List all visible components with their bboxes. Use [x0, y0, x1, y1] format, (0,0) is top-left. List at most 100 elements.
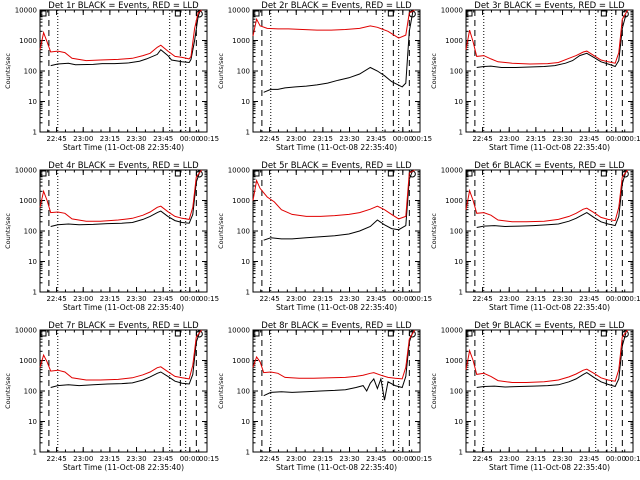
x-tick-label: 00:15 [625, 135, 640, 143]
y-tick-label: 1000 [19, 197, 37, 205]
y-tick-label: 10 [454, 98, 463, 106]
y-tick-label: 1000 [445, 37, 463, 45]
chart-title: Det 7r BLACK = Events, RED = LLD [48, 321, 199, 331]
chart-title: Det 5r BLACK = Events, RED = LLD [261, 161, 412, 171]
events-series-line [476, 332, 627, 388]
x-tick-label: 00:00 [180, 295, 200, 303]
circle-marker [195, 10, 203, 18]
circle-marker [195, 170, 203, 178]
x-axis-label: Start Time (11-Oct-08 22:35:40) [276, 303, 397, 312]
chart-panel-1: Det 1r BLACK = Events, RED = LLD 1 10 100 10… [4, 1, 219, 152]
square-marker [253, 330, 260, 337]
y-tick-label: 1 [459, 449, 463, 457]
x-tick-label: 23:30 [552, 295, 572, 303]
x-tick-label: 23:15 [526, 455, 546, 463]
y-tick-label: 10000 [228, 167, 250, 175]
y-axis-label: Counts/sec [4, 213, 12, 249]
y-tick-label: 100 [237, 68, 250, 76]
lld-series-line [39, 329, 203, 381]
plot-frame [465, 169, 634, 293]
square-marker [40, 170, 47, 177]
x-tick-label: 23:00 [286, 295, 306, 303]
chart-title: Det 4r BLACK = Events, RED = LLD [48, 161, 199, 171]
y-tick-label: 100 [450, 68, 463, 76]
y-tick-label: 1000 [19, 357, 37, 365]
plot-frame [252, 169, 421, 293]
x-tick-label: 23:30 [339, 135, 359, 143]
x-tick-label: 23:00 [499, 135, 519, 143]
y-tick-label: 10000 [441, 7, 463, 15]
x-tick-label: 23:15 [526, 295, 546, 303]
square-marker [174, 330, 181, 337]
y-tick-label: 1000 [232, 197, 250, 205]
chart-title: Det 2r BLACK = Events, RED = LLD [261, 1, 412, 11]
y-tick-label: 1000 [232, 37, 250, 45]
x-tick-label: 23:30 [126, 295, 146, 303]
y-tick-label: 1 [246, 449, 250, 457]
x-axis-label: Start Time (11-Oct-08 22:35:40) [276, 463, 397, 472]
x-tick-label: 23:45 [153, 135, 173, 143]
square-marker [600, 170, 607, 177]
y-tick-label: 10 [28, 258, 37, 266]
square-marker [387, 10, 394, 17]
plot-frame [252, 9, 421, 133]
x-tick-label: 23:45 [153, 295, 173, 303]
lld-series-line [39, 169, 203, 222]
x-tick-label: 22:45 [46, 295, 66, 303]
x-tick-label: 22:45 [46, 455, 66, 463]
y-tick-label: 1 [246, 289, 250, 297]
x-tick-label: 00:15 [625, 295, 640, 303]
events-series-line [476, 171, 627, 228]
x-tick-label: 22:45 [259, 455, 279, 463]
lld-series-line [465, 9, 629, 65]
y-tick-label: 1 [33, 289, 37, 297]
y-tick-label: 100 [24, 68, 37, 76]
square-marker [253, 10, 260, 17]
events-series-line [50, 171, 201, 227]
x-tick-label: 23:00 [286, 135, 306, 143]
plot-frame [39, 169, 208, 293]
x-tick-label: 23:45 [153, 455, 173, 463]
circle-marker [621, 170, 629, 178]
x-tick-label: 00:15 [625, 455, 640, 463]
x-tick-label: 00:00 [606, 135, 626, 143]
x-tick-label: 00:00 [393, 295, 413, 303]
x-tick-label: 23:15 [100, 135, 120, 143]
square-marker [40, 330, 47, 337]
y-tick-label: 10000 [441, 327, 463, 335]
square-marker [174, 10, 181, 17]
chart-title: Det 6r BLACK = Events, RED = LLD [474, 161, 625, 171]
events-series-line [263, 169, 414, 241]
x-tick-label: 22:45 [472, 455, 492, 463]
y-axis-label: Counts/sec [4, 53, 12, 89]
y-tick-label: 10000 [228, 7, 250, 15]
square-marker [387, 330, 394, 337]
y-tick-label: 10 [241, 98, 250, 106]
x-tick-label: 23:30 [126, 135, 146, 143]
x-tick-label: 00:15 [412, 295, 432, 303]
events-series-line [50, 331, 201, 388]
x-tick-label: 23:15 [100, 455, 120, 463]
x-axis-label: Start Time (11-Oct-08 22:35:40) [276, 143, 397, 152]
y-tick-label: 100 [450, 388, 463, 396]
y-tick-label: 1 [33, 129, 37, 137]
chart-title: Det 3r BLACK = Events, RED = LLD [474, 1, 625, 11]
x-tick-label: 00:00 [606, 295, 626, 303]
y-tick-label: 1 [459, 129, 463, 137]
x-tick-label: 23:45 [366, 295, 386, 303]
square-marker [40, 10, 47, 17]
x-tick-label: 00:15 [199, 135, 219, 143]
x-tick-label: 23:00 [73, 295, 93, 303]
chart-title: Det 1r BLACK = Events, RED = LLD [48, 1, 199, 11]
y-axis-label: Counts/sec [430, 53, 438, 89]
chart-panel-6: Det 6r BLACK = Events, RED = LLD 1 10 100 10… [430, 161, 640, 312]
chart-panel-3: Det 3r BLACK = Events, RED = LLD 1 10 100 10… [430, 1, 640, 152]
lld-series-line [39, 9, 203, 62]
square-marker [174, 170, 181, 177]
x-tick-label: 23:45 [579, 295, 599, 303]
y-tick-label: 1 [459, 289, 463, 297]
x-tick-label: 23:45 [366, 135, 386, 143]
events-series-line [50, 11, 201, 67]
chart-panel-7: Det 7r BLACK = Events, RED = LLD 1 10 100 10… [4, 321, 219, 472]
